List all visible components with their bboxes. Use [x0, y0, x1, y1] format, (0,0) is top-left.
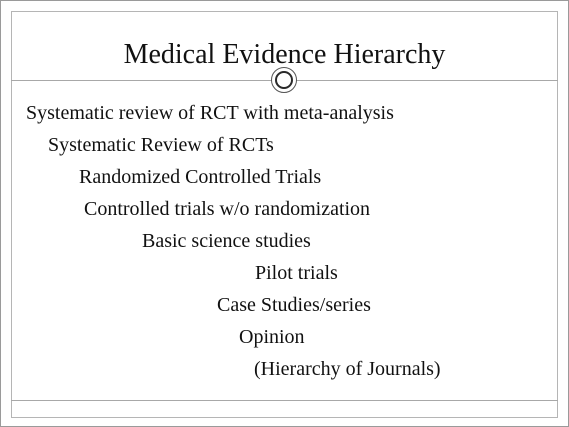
hierarchy-item-basic-science-studies: Basic science studies	[142, 230, 311, 252]
hierarchy-item-randomized-controlled-trials: Randomized Controlled Trials	[79, 166, 322, 188]
hierarchy-item-hierarchy-of-journals: (Hierarchy of Journals)	[254, 358, 441, 380]
slide-title: Medical Evidence Hierarchy	[123, 39, 446, 70]
hierarchy-item-systematic-review-meta-analysis: Systematic review of RCT with meta-analy…	[26, 102, 394, 124]
footer-divider	[11, 400, 558, 401]
hierarchy-item-pilot-trials: Pilot trials	[255, 262, 338, 284]
hierarchy-item-case-studies-series: Case Studies/series	[217, 294, 371, 316]
hierarchy-item-opinion: Opinion	[239, 326, 305, 348]
ring-ornament-icon	[271, 67, 297, 93]
slide-inner-frame	[11, 11, 558, 418]
hierarchy-item-systematic-review-rcts: Systematic Review of RCTs	[48, 134, 274, 156]
hierarchy-item-controlled-trials-no-randomization: Controlled trials w/o randomization	[84, 198, 371, 220]
